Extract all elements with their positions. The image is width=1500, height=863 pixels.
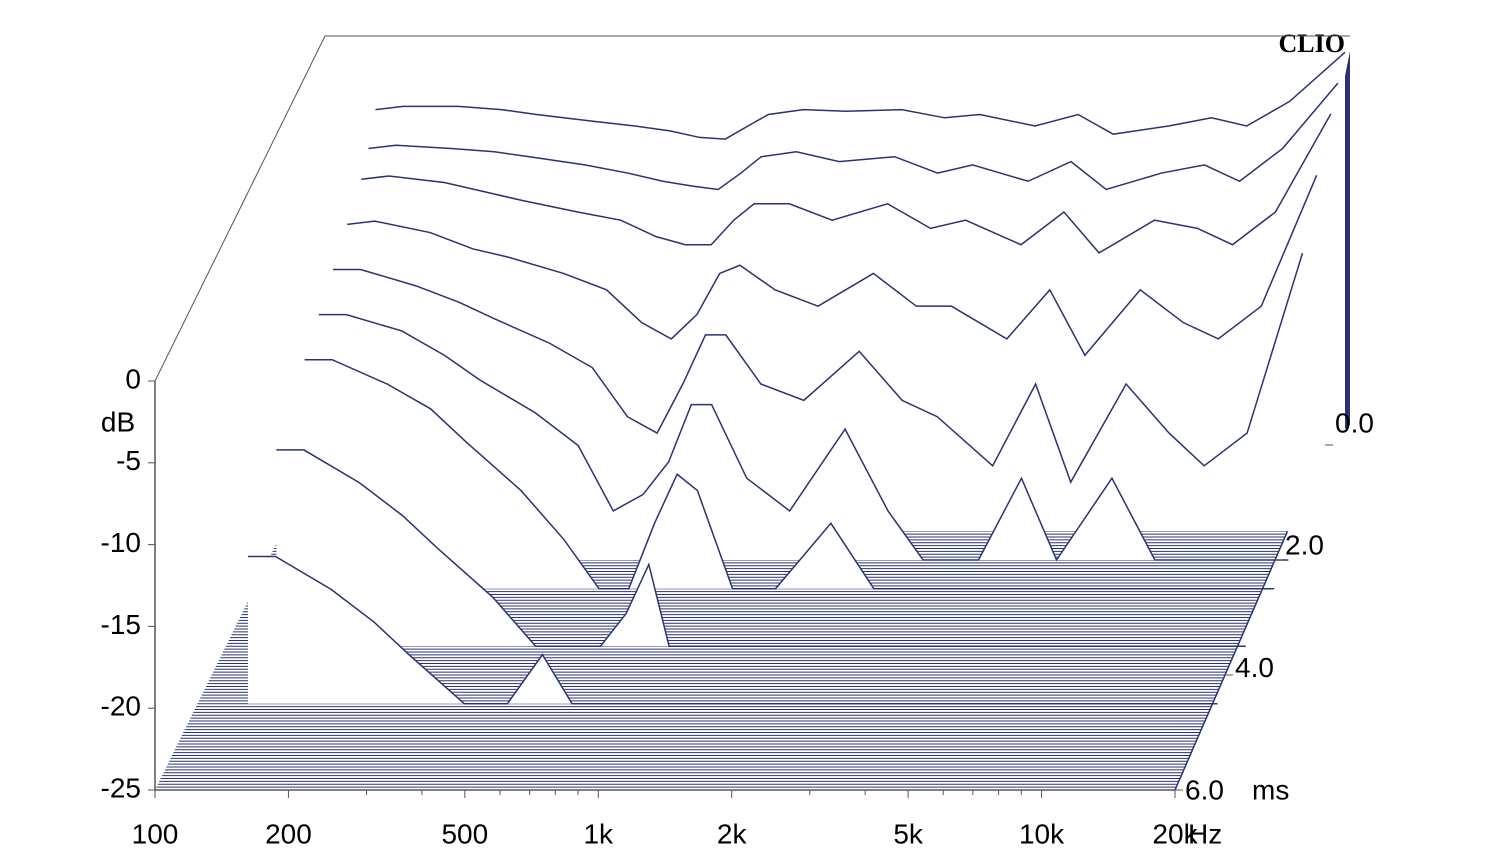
slice-line (375, 51, 1346, 140)
slice-line (304, 358, 1275, 590)
slice-fill (248, 556, 1218, 704)
x-tick-label: 20k (1152, 818, 1198, 849)
y-tick-label: 0 (125, 363, 141, 394)
x-tick-label: 5k (893, 818, 924, 849)
slice-line (333, 252, 1304, 484)
y-tick-label: -5 (116, 445, 141, 476)
x-tick-label: 100 (132, 818, 179, 849)
z-tick-label: 2.0 (1285, 530, 1324, 561)
z-tick-label: 4.0 (1235, 652, 1274, 683)
y-tick-label: -15 (101, 609, 141, 640)
z-tick-label: 0.0 (1335, 407, 1374, 438)
slice-fill (304, 359, 1275, 589)
x-tick-label: 2k (717, 818, 748, 849)
y-tick-label: -10 (101, 527, 141, 558)
slice-line (276, 449, 1246, 647)
x-tick-label: 500 (441, 818, 488, 849)
x-tick-label: 1k (583, 818, 614, 849)
slice-fill (318, 314, 1289, 560)
z-unit: ms (1252, 774, 1289, 805)
slice-line (248, 555, 1218, 705)
y-tick-label: -25 (101, 772, 141, 803)
x-tick-label: 200 (265, 818, 312, 849)
x-tick-label: 10k (1019, 818, 1065, 849)
y-tick-label: -20 (101, 691, 141, 722)
slice-line (368, 82, 1339, 191)
z-tick-label: 6.0 (1185, 774, 1224, 805)
x-unit: Hz (1188, 818, 1222, 849)
slice-line (361, 113, 1332, 254)
y-axis-label: dB (101, 406, 135, 437)
slice-line (318, 313, 1289, 562)
slice-line (347, 175, 1318, 357)
brand: CLIO (1279, 29, 1345, 58)
